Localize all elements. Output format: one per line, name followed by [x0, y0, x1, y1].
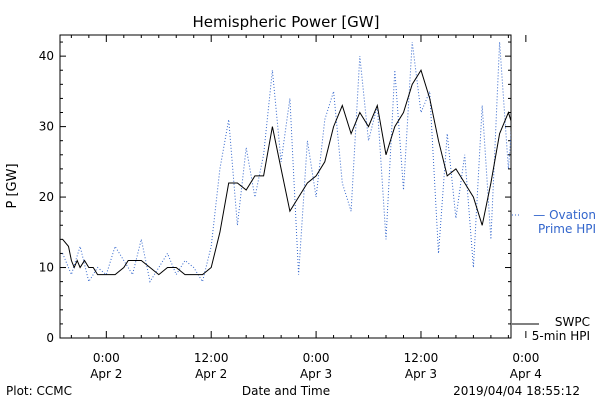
legend-swpc-label: 5-min HPI	[532, 329, 590, 343]
footer-timestamp: 2019/04/04 18:55:12	[453, 384, 580, 398]
y-tick-label: 30	[39, 120, 54, 134]
y-tick-label: 10	[39, 261, 54, 275]
x-axis-label: Date and Time	[242, 384, 330, 398]
x-tick-label-time: 0:00	[93, 351, 120, 365]
series-layer	[62, 41, 511, 283]
x-tick-label-time: 12:00	[194, 351, 229, 365]
x-tick-label-time: 0:00	[512, 351, 539, 365]
x-axis-ticks: 0:00 Apr 2 12:00 Apr 2 0:00 Apr 3 12:00 Apr 3 0:…	[70, 35, 542, 381]
y-tick-label: 0	[46, 331, 54, 345]
plot-credit: Plot: CCMC	[6, 384, 72, 398]
legend-swpc-label: SWPC	[555, 315, 590, 329]
legend-ovation-label: Prime HPI	[538, 222, 596, 236]
y-axis-ticks: 0 10 20 30 40	[39, 41, 511, 345]
x-tick-label-time: 0:00	[303, 351, 330, 365]
x-tick-label-date: Apr 3	[405, 367, 437, 381]
x-tick-label-date: Apr 2	[195, 367, 227, 381]
series-ovation-line	[62, 41, 511, 283]
chart-title: Hemispheric Power [GW]	[193, 13, 380, 31]
plot-frame	[59, 34, 512, 339]
x-tick-label-date: Apr 2	[90, 367, 122, 381]
series-swpc-line	[62, 69, 511, 276]
x-tick-label-time: 12:00	[404, 351, 439, 365]
x-tick-label-date: Apr 3	[300, 367, 332, 381]
legend-ovation-label: — Ovation	[533, 208, 596, 222]
y-axis-label: P [GW]	[5, 163, 20, 208]
y-tick-label: 40	[39, 49, 54, 63]
x-tick-label-date: Apr 4	[510, 367, 542, 381]
y-tick-label: 20	[39, 190, 54, 204]
